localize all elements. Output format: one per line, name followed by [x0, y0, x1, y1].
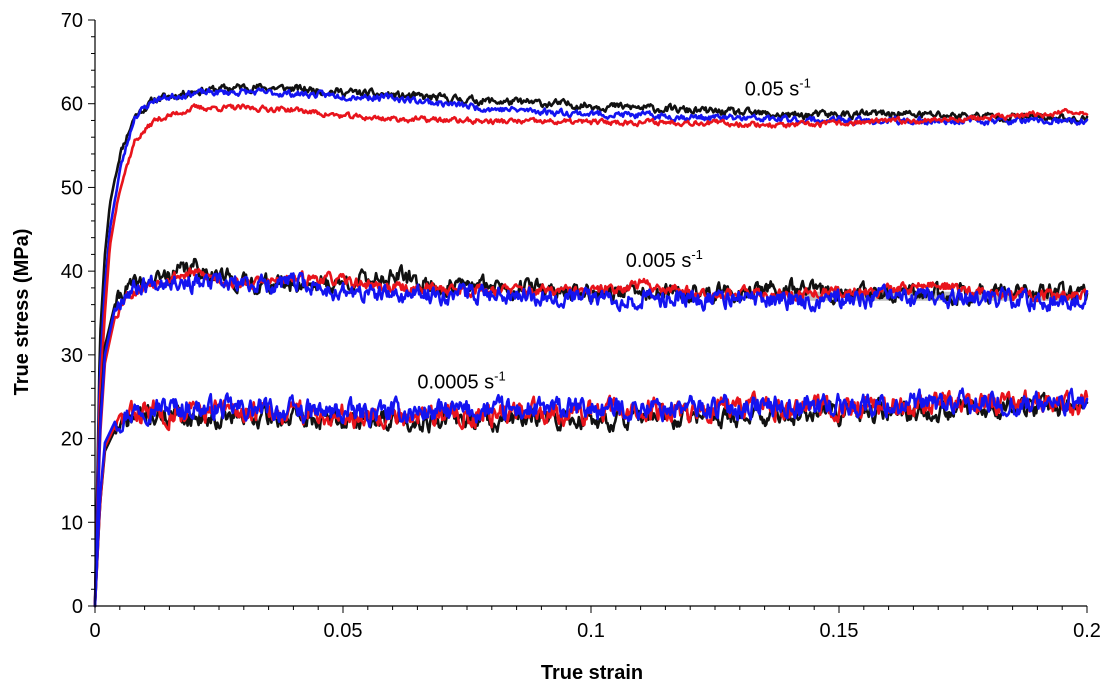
y-tick-label: 40 — [61, 261, 83, 283]
series-line-black-group-2 — [93, 257, 1089, 608]
series-line-blue-group-3 — [93, 387, 1089, 608]
plot-lines — [93, 82, 1089, 608]
y-tick-label: 70 — [61, 10, 83, 32]
x-tick-label: 0 — [89, 620, 100, 642]
rate-annotation: 0.0005 s-1 — [417, 368, 505, 393]
y-tick-label: 20 — [61, 429, 83, 451]
y-axis-title: True stress (MPa) — [11, 229, 33, 396]
series-line-red-group-2 — [93, 267, 1089, 608]
y-tick-label: 10 — [61, 512, 83, 534]
x-tick-label: 0.05 — [324, 620, 363, 642]
x-tick-label: 0.15 — [820, 620, 859, 642]
rate-annotation: 0.005 s-1 — [626, 247, 703, 272]
series-line-black-group-1 — [93, 82, 1089, 608]
y-tick-label: 60 — [61, 94, 83, 116]
x-tick-label: 0.2 — [1073, 620, 1101, 642]
series-line-blue-group-1 — [93, 87, 1089, 608]
y-tick-label: 50 — [61, 177, 83, 199]
x-axis-title: True strain — [541, 662, 643, 684]
axes — [88, 19, 1088, 613]
series-line-black-group-3 — [93, 391, 1089, 608]
y-tick-label: 30 — [61, 345, 83, 367]
series-line-red-group-1 — [93, 103, 1089, 608]
series-line-blue-group-2 — [93, 271, 1089, 608]
x-tick-label: 0.1 — [577, 620, 605, 642]
rate-annotation: 0.05 s-1 — [745, 75, 811, 100]
annotations: 0.05 s-1 0.005 s-1 0.0005 s-1 — [417, 75, 810, 393]
y-tick-label: 0 — [72, 596, 83, 618]
tick-labels: 0 10 20 30 40 50 60 70 0 0.05 0.1 0.15 0.2 — [61, 10, 1101, 642]
